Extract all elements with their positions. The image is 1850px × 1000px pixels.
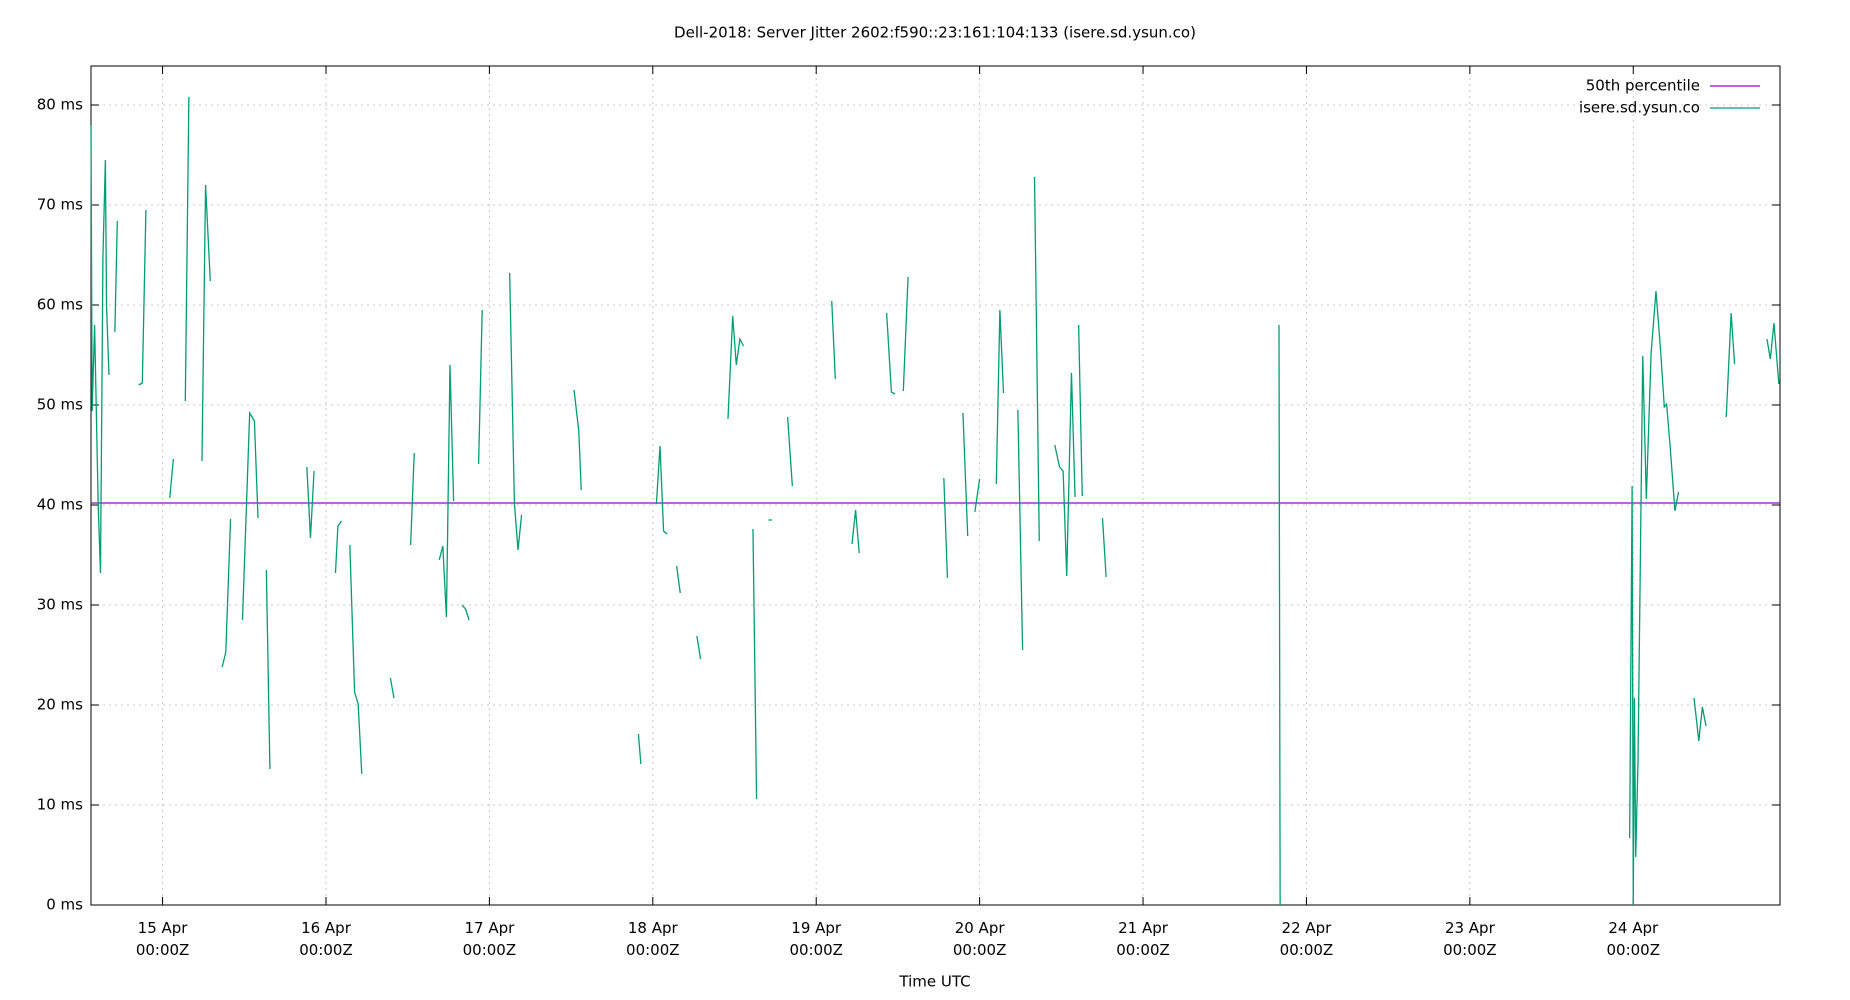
plot-frame [90,65,1781,906]
y-tick-label: 40 ms [37,496,83,514]
x-tick-label: 22 Apr 00:00Z [1280,919,1334,959]
legend-label: 50th percentile [1586,77,1700,95]
x-tick-label: 23 Apr 00:00Z [1443,919,1497,959]
series-line [90,96,1780,906]
y-tick-label: 70 ms [37,196,83,214]
x-tick-label: 16 Apr 00:00Z [299,919,353,959]
y-tick-label: 10 ms [37,796,83,814]
legend-label: isere.sd.ysun.co [1579,99,1700,117]
y-tick-label: 60 ms [37,296,83,314]
chart-title: Dell-2018: Server Jitter 2602:f590::23:1… [674,24,1196,42]
x-tick-label: 15 Apr 00:00Z [136,919,190,959]
x-tick-label: 19 Apr 00:00Z [789,919,843,959]
y-tick-label: 30 ms [37,596,83,614]
x-tick-label: 21 Apr 00:00Z [1116,919,1170,959]
y-tick-label: 80 ms [37,96,83,114]
y-tick-label: 50 ms [37,396,83,414]
y-tick-label: 0 ms [46,896,83,914]
x-tick-label: 17 Apr 00:00Z [463,919,517,959]
x-tick-label: 18 Apr 00:00Z [626,919,680,959]
x-tick-label: 20 Apr 00:00Z [953,919,1007,959]
x-axis-label: Time UTC [898,973,970,991]
y-tick-label: 20 ms [37,696,83,714]
x-tick-label: 24 Apr 00:00Z [1607,919,1661,959]
